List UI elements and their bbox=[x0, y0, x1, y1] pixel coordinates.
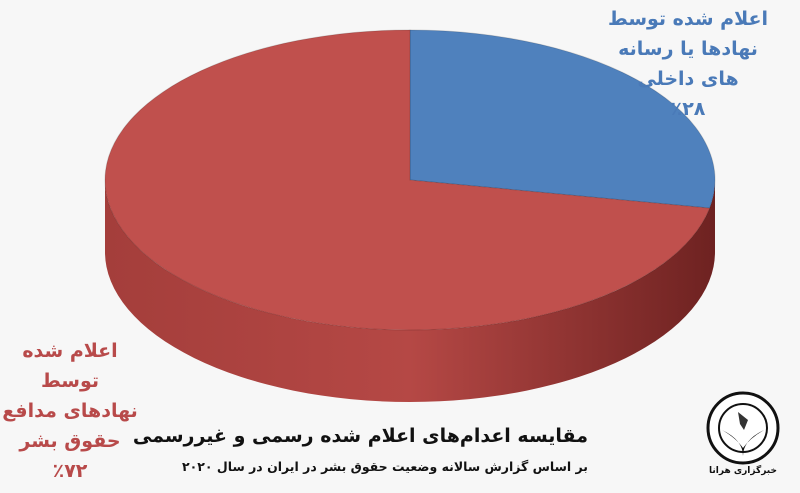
label-percent: ٪۷۲ bbox=[52, 460, 88, 482]
chart-title: مقایسه اعدام‌های اعلام شده رسمی و غیررسم… bbox=[132, 425, 588, 447]
label-line: حقوق بشر bbox=[19, 430, 121, 452]
slice-label-human-rights: اعلام شده توسط نهادهای مدافع حقوق بشر ٪۷… bbox=[0, 336, 140, 486]
pie-slice-1 bbox=[104, 29, 711, 331]
label-line: نهادها یا رسانه bbox=[618, 38, 758, 60]
pie-slice-0 bbox=[409, 29, 716, 209]
label-line: های داخلی bbox=[637, 68, 739, 90]
pie-side-wall bbox=[105, 180, 715, 402]
logo-emblem-icon bbox=[706, 391, 780, 465]
chart-subtitle: بر اساس گزارش سالانه وضعیت حقوق بشر در ا… bbox=[182, 459, 588, 474]
logo-caption: خبرگزاری هرانا bbox=[709, 466, 777, 476]
label-line: نهادهای مدافع bbox=[2, 400, 138, 422]
slice-label-domestic: اعلام شده توسط نهادها یا رسانه های داخلی… bbox=[588, 4, 788, 124]
label-line: اعلام شده توسط bbox=[22, 340, 118, 392]
label-line: اعلام شده توسط bbox=[607, 8, 769, 30]
hrana-logo: خبرگزاری هرانا bbox=[700, 390, 786, 485]
label-percent: ٪۲۸ bbox=[670, 98, 706, 120]
